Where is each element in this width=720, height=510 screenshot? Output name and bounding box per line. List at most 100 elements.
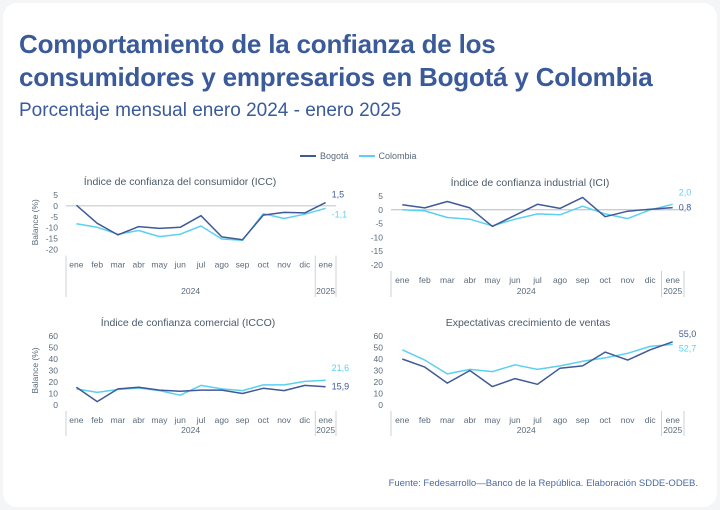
y-tick-label: 10 xyxy=(374,389,384,399)
x-tick-label: ene xyxy=(69,260,83,270)
y-tick-label: 40 xyxy=(49,354,59,364)
end-value-label: 52,7 xyxy=(679,343,697,353)
x-tick-label: dic xyxy=(645,275,657,285)
x-year-label: 2024 xyxy=(181,286,200,296)
series-line-bogota xyxy=(402,196,673,228)
x-tick-label: jul xyxy=(196,415,206,425)
x-tick-label: jul xyxy=(532,275,542,285)
chart-title: Índice de confianza del consumidor (ICC) xyxy=(84,175,277,188)
series-line-bogota xyxy=(75,384,326,403)
x-tick-label: ene xyxy=(666,275,680,285)
x-year-label: 2025 xyxy=(316,286,335,296)
x-tick-label: mar xyxy=(440,415,455,425)
x-tick-label: feb xyxy=(91,415,103,425)
series-line-bogota xyxy=(75,201,326,241)
x-year-label: 2025 xyxy=(663,425,682,435)
legend-label-bogota: Bogotá xyxy=(320,151,349,161)
y-tick-label: -5 xyxy=(375,219,383,229)
end-value-label: 0,8 xyxy=(679,203,692,213)
x-tick-label: dic xyxy=(299,415,311,425)
x-tick-label: oct xyxy=(258,260,270,270)
x-tick-label: sep xyxy=(236,260,250,270)
x-tick-label: may xyxy=(151,260,168,270)
x-tick-label: sep xyxy=(236,415,250,425)
x-tick-label: mar xyxy=(440,275,455,285)
x-tick-label: abr xyxy=(464,415,476,425)
y-tick-label: 0 xyxy=(53,400,58,410)
chart-title: Índice de confianza comercial (ICCO) xyxy=(101,316,276,329)
y-tick-label: -10 xyxy=(46,223,59,233)
y-tick-label: 20 xyxy=(49,377,59,387)
y-tick-label: 50 xyxy=(374,343,384,353)
x-tick-label: ene xyxy=(395,415,409,425)
x-tick-label: feb xyxy=(91,260,103,270)
end-value-label: -1,1 xyxy=(332,209,348,219)
legend-swatch-bogota xyxy=(300,155,316,157)
x-tick-label: nov xyxy=(621,275,635,285)
y-tick-label: -15 xyxy=(371,246,384,256)
y-axis-label: Balance (%) xyxy=(30,199,40,245)
x-tick-label: jul xyxy=(196,260,206,270)
y-tick-label: 10 xyxy=(49,389,59,399)
y-tick-label: 0 xyxy=(378,400,383,410)
x-tick-label: dic xyxy=(645,415,657,425)
x-tick-label: ene xyxy=(395,275,409,285)
x-tick-label: mar xyxy=(111,415,126,425)
x-tick-label: ene xyxy=(69,415,83,425)
legend-swatch-colombia xyxy=(358,155,375,157)
chart-title: Índice de confianza industrial (ICI) xyxy=(451,176,610,189)
legend-label-colombia: Colombia xyxy=(378,151,417,161)
x-tick-label: ene xyxy=(666,415,680,425)
x-tick-label: may xyxy=(151,415,168,425)
x-year-label: 2024 xyxy=(181,425,200,435)
x-tick-label: jun xyxy=(174,260,187,270)
x-tick-label: nov xyxy=(621,415,635,425)
x-tick-label: feb xyxy=(419,275,431,285)
x-tick-label: jul xyxy=(532,415,542,425)
y-tick-label: 60 xyxy=(374,331,384,341)
card-background xyxy=(3,3,717,507)
y-tick-label: 5 xyxy=(53,190,58,200)
x-tick-label: nov xyxy=(277,415,291,425)
x-tick-label: jun xyxy=(508,275,521,285)
page-title: Comportamiento de la confianza de los co… xyxy=(19,28,653,94)
x-tick-label: oct xyxy=(258,415,270,425)
y-tick-label: -20 xyxy=(371,260,384,270)
y-axis-label: Balance (%) xyxy=(30,347,40,393)
end-value-label: 1,5 xyxy=(332,190,345,200)
x-tick-label: mar xyxy=(111,260,126,270)
x-tick-label: may xyxy=(484,415,501,425)
x-tick-label: jun xyxy=(508,415,521,425)
x-year-label: 2025 xyxy=(316,425,335,435)
x-tick-label: dic xyxy=(299,260,311,270)
x-tick-label: nov xyxy=(277,260,291,270)
y-tick-label: -10 xyxy=(371,232,384,242)
end-value-label: 55,0 xyxy=(679,329,697,339)
x-tick-label: abr xyxy=(133,415,145,425)
y-tick-label: 20 xyxy=(374,377,384,387)
y-tick-label: 0 xyxy=(378,205,383,215)
end-value-label: 21,6 xyxy=(332,363,350,373)
x-tick-label: sep xyxy=(576,275,590,285)
title-line-1: Comportamiento de la confianza de los xyxy=(19,29,496,59)
x-year-label: 2024 xyxy=(517,286,536,296)
x-tick-label: sep xyxy=(576,415,590,425)
x-tick-label: jun xyxy=(174,415,187,425)
series-line-colombia xyxy=(401,343,673,375)
x-tick-label: may xyxy=(484,275,501,285)
chart-legend: Bogotá Colombia xyxy=(300,151,417,161)
legend-item-bogota: Bogotá xyxy=(300,151,349,161)
page-subtitle: Porcentaje mensual enero 2024 - enero 20… xyxy=(19,100,402,121)
chart-title: Expectativas crecimiento de ventas xyxy=(446,317,611,329)
x-tick-label: oct xyxy=(599,415,611,425)
x-tick-label: feb xyxy=(419,415,431,425)
series-line-bogota xyxy=(402,341,673,388)
end-value-label: 2,0 xyxy=(679,187,692,197)
legend-item-colombia: Colombia xyxy=(358,151,417,161)
x-tick-label: ago xyxy=(553,275,567,285)
y-tick-label: -15 xyxy=(46,234,59,244)
x-tick-label: abr xyxy=(464,275,476,285)
